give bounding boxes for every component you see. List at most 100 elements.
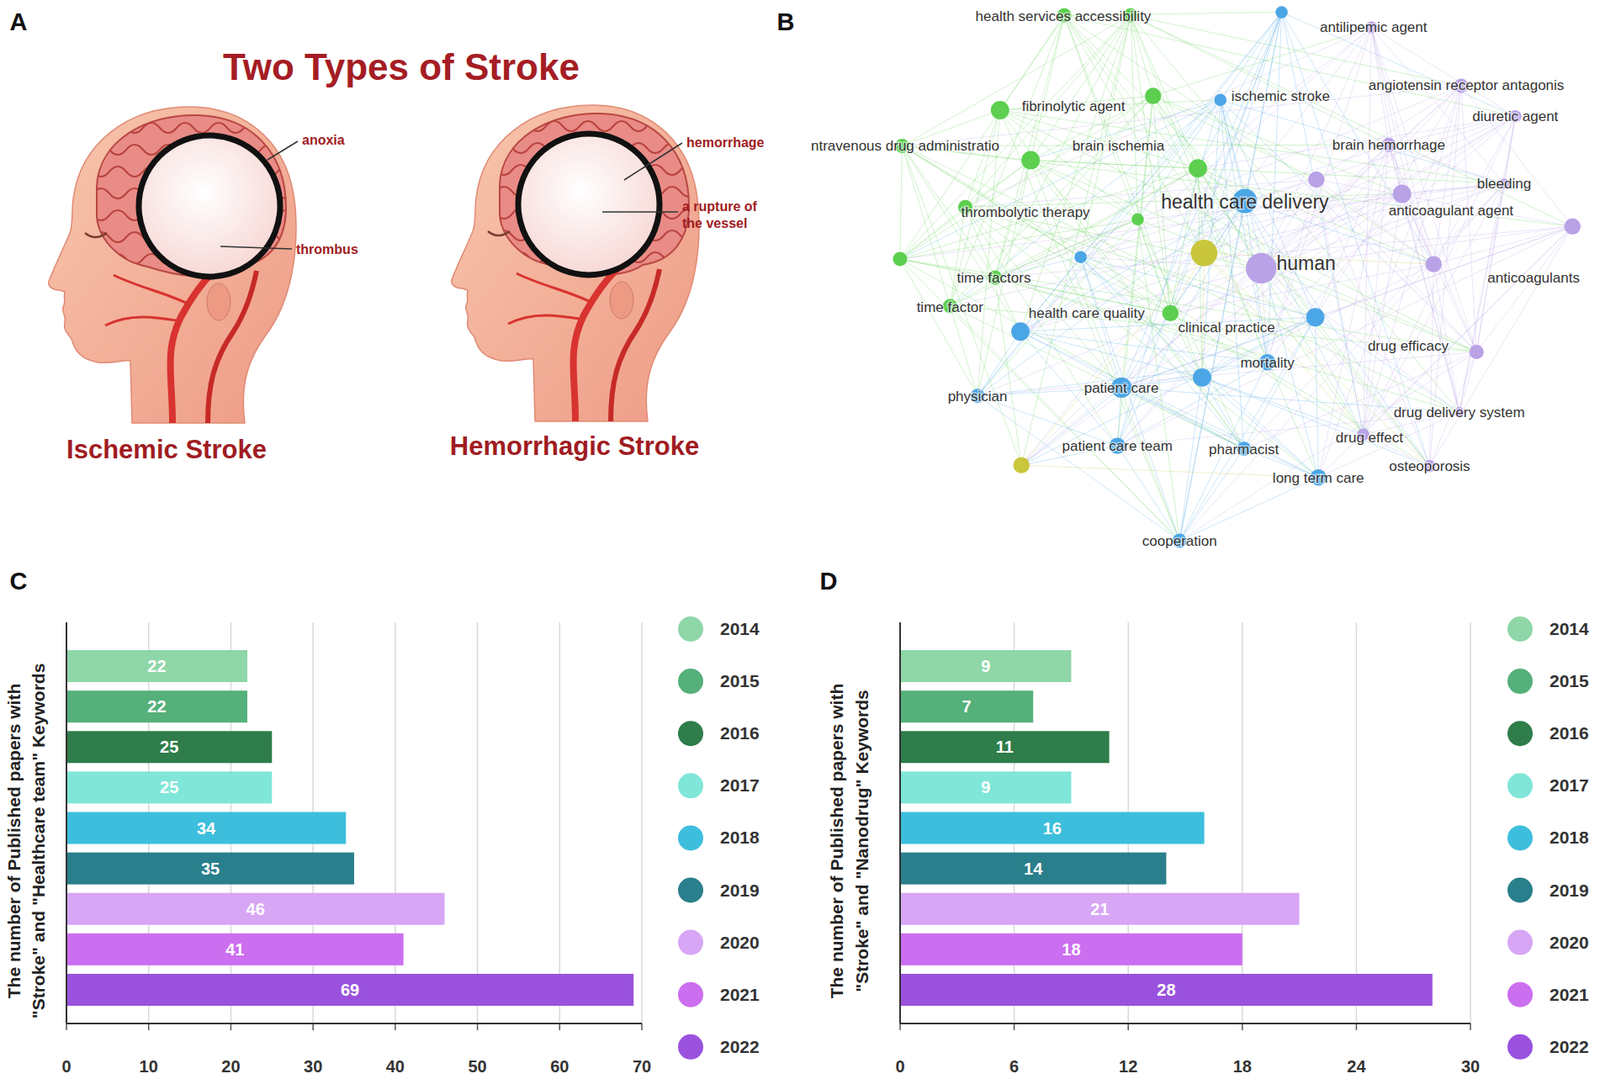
legend-swatch <box>1507 668 1533 695</box>
node-label: anticoagulant agent <box>1388 202 1515 219</box>
node <box>892 252 907 267</box>
edge <box>977 351 1477 396</box>
tick-label: 20 <box>221 1057 240 1076</box>
tick-mark <box>1241 1023 1244 1031</box>
tick-label: 50 <box>467 1057 487 1076</box>
edge <box>1203 253 1363 435</box>
edge <box>965 206 1171 313</box>
legend-swatch <box>1507 982 1533 1008</box>
legend-label: 2021 <box>1549 985 1590 1005</box>
bars <box>66 650 634 1007</box>
edge <box>1476 226 1573 352</box>
data-label: 69 <box>340 980 360 1000</box>
callout-label: the vessel <box>682 216 748 231</box>
data-label: 46 <box>246 900 265 919</box>
callout-line <box>602 211 679 213</box>
tick-label: 18 <box>1233 1057 1252 1076</box>
tick-mark <box>312 1023 314 1031</box>
nodes <box>892 5 1581 548</box>
edge <box>949 306 978 397</box>
stroke-type-title: Hemorrhagic Stroke <box>450 431 700 461</box>
bar <box>66 771 272 804</box>
edge <box>1020 331 1245 449</box>
node-label: thrombolytic therapy <box>961 204 1092 221</box>
legend-swatch <box>678 668 704 695</box>
data-label: 22 <box>147 697 166 716</box>
edge <box>1363 183 1505 435</box>
node-label: mortality <box>1239 354 1295 371</box>
edge <box>1260 268 1459 413</box>
legend-swatch <box>678 878 704 904</box>
tick-mark <box>1127 1023 1129 1031</box>
brain-fold <box>495 121 698 132</box>
tick-label: 12 <box>1118 1057 1138 1076</box>
edge <box>1170 312 1363 435</box>
bar <box>900 974 1433 1007</box>
data-label: 21 <box>1090 900 1109 919</box>
grid-line <box>1469 622 1472 1024</box>
edge <box>1202 377 1364 435</box>
data-label: 7 <box>962 697 972 716</box>
legend-label: 2020 <box>720 932 760 953</box>
tick-mark <box>641 1023 643 1031</box>
legend-swatch <box>678 982 704 1008</box>
panel-label: B <box>777 8 795 36</box>
head <box>48 106 297 424</box>
node-label: long term care <box>1272 470 1365 487</box>
edge <box>1130 15 1573 227</box>
edge <box>1315 317 1460 413</box>
edge <box>1117 85 1462 446</box>
legend-label: 2014 <box>1549 619 1590 639</box>
grid-line <box>559 622 562 1024</box>
edge <box>1020 331 1203 378</box>
tick-label: 0 <box>895 1057 905 1076</box>
head <box>451 105 700 422</box>
artery-branch <box>508 273 593 324</box>
x-axis <box>900 1022 1471 1025</box>
node-label: health care quality <box>1028 305 1145 322</box>
legend-swatch <box>678 825 704 851</box>
tick-label: 24 <box>1346 1057 1367 1076</box>
bar <box>900 893 1300 926</box>
edge <box>901 145 1459 413</box>
head-silhouette <box>451 105 700 422</box>
bar-chart: D0612182430971191614211828The number of … <box>820 567 1590 1076</box>
legend-swatch <box>678 1034 704 1060</box>
edge <box>900 219 1139 260</box>
node-label: brain ischemia <box>1072 137 1166 154</box>
node-label: health care delivery <box>1160 190 1330 213</box>
node-label: drug effect <box>1335 429 1404 446</box>
legend-swatch <box>1507 1034 1533 1060</box>
axis-title: The number of Published papers with <box>4 683 24 1000</box>
edge <box>949 95 1153 307</box>
bar <box>900 690 1034 723</box>
magnifier-rim <box>138 135 281 277</box>
legend-label: 2021 <box>720 985 760 1005</box>
legend-label: 2018 <box>1549 827 1590 848</box>
data-label: 9 <box>980 656 991 676</box>
node <box>1213 94 1227 107</box>
node-label: drug efficacy <box>1367 338 1450 355</box>
axis-title: The number of Published papers with <box>826 683 847 1000</box>
edge <box>1363 144 1389 435</box>
vessel <box>508 204 551 239</box>
artery <box>170 266 220 424</box>
legend-label: 2016 <box>1549 723 1590 743</box>
edge <box>995 219 1139 278</box>
y-axis <box>65 622 68 1024</box>
edge <box>1179 351 1477 541</box>
node <box>1144 87 1161 104</box>
data-label: 35 <box>201 859 220 879</box>
data-label: 34 <box>196 819 217 838</box>
bar <box>900 812 1205 845</box>
tick-label: 70 <box>632 1057 652 1076</box>
node-label: clinical practice <box>1177 319 1275 336</box>
node-label: time factors <box>957 270 1032 287</box>
axis-title: "Stroke" and "Healthcare team" Keywords <box>28 663 48 1020</box>
axis-title: "Stroke" and "Nanodrug" Keywords <box>852 689 872 993</box>
node-label: drug delivery system <box>1393 404 1526 421</box>
node-label: time factor <box>916 299 985 316</box>
grid-line <box>899 622 901 1024</box>
eye <box>84 233 107 238</box>
bar <box>900 771 1071 804</box>
